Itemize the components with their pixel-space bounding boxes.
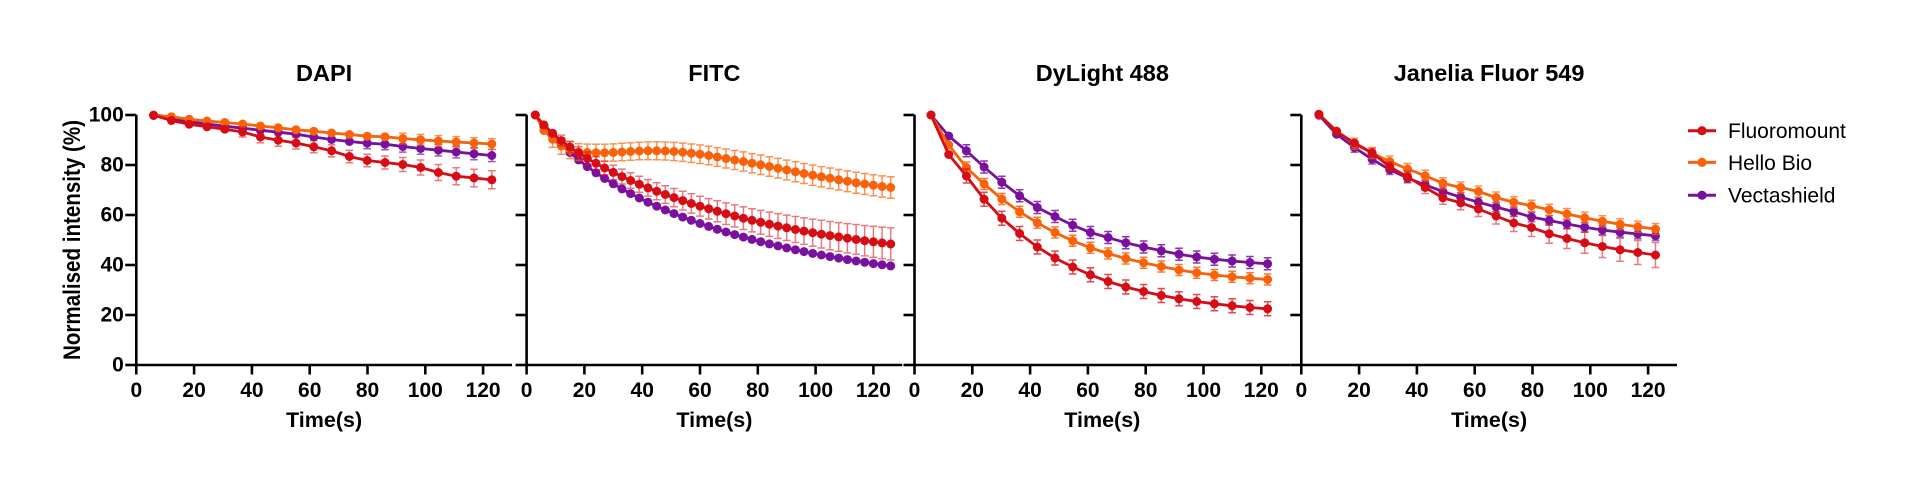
svg-text:100: 100 — [1573, 379, 1608, 402]
svg-text:80: 80 — [356, 379, 379, 402]
svg-text:20: 20 — [961, 379, 984, 402]
svg-text:Time(s): Time(s) — [1064, 408, 1140, 432]
svg-text:Time(s): Time(s) — [676, 408, 752, 432]
svg-text:Fluoromount: Fluoromount — [1728, 120, 1846, 143]
svg-text:Time(s): Time(s) — [286, 408, 362, 432]
svg-text:120: 120 — [1244, 379, 1279, 402]
svg-text:60: 60 — [688, 379, 711, 402]
svg-text:60: 60 — [100, 204, 123, 227]
svg-text:0: 0 — [909, 379, 921, 402]
svg-text:100: 100 — [798, 379, 833, 402]
svg-text:0: 0 — [112, 354, 124, 377]
svg-text:20: 20 — [1347, 379, 1370, 402]
svg-text:20: 20 — [573, 379, 596, 402]
svg-text:40: 40 — [1405, 379, 1428, 402]
svg-text:Normalised intensity (%): Normalised intensity (%) — [59, 120, 86, 360]
svg-text:Janelia Fluor 549: Janelia Fluor 549 — [1394, 60, 1585, 86]
svg-text:80: 80 — [746, 379, 769, 402]
svg-text:60: 60 — [298, 379, 321, 402]
svg-text:80: 80 — [1134, 379, 1157, 402]
svg-text:100: 100 — [89, 104, 124, 127]
svg-text:20: 20 — [182, 379, 205, 402]
svg-text:Hello Bio: Hello Bio — [1728, 152, 1812, 175]
svg-text:60: 60 — [1076, 379, 1099, 402]
svg-text:120: 120 — [856, 379, 891, 402]
svg-text:FITC: FITC — [688, 60, 740, 86]
svg-text:20: 20 — [100, 304, 123, 327]
svg-text:120: 120 — [1631, 379, 1666, 402]
svg-text:DAPI: DAPI — [296, 60, 352, 86]
svg-text:40: 40 — [100, 254, 123, 277]
svg-text:Vectashield: Vectashield — [1728, 185, 1835, 208]
svg-text:120: 120 — [466, 379, 501, 402]
svg-text:80: 80 — [1521, 379, 1544, 402]
svg-text:100: 100 — [1186, 379, 1221, 402]
svg-text:100: 100 — [408, 379, 443, 402]
svg-text:80: 80 — [100, 154, 123, 177]
svg-text:0: 0 — [130, 379, 142, 402]
svg-text:0: 0 — [521, 379, 533, 402]
svg-text:40: 40 — [631, 379, 654, 402]
svg-text:0: 0 — [1295, 379, 1307, 402]
svg-text:40: 40 — [240, 379, 263, 402]
svg-text:DyLight 488: DyLight 488 — [1036, 60, 1169, 86]
svg-text:60: 60 — [1463, 379, 1486, 402]
svg-text:Time(s): Time(s) — [1451, 408, 1527, 432]
svg-text:40: 40 — [1018, 379, 1041, 402]
